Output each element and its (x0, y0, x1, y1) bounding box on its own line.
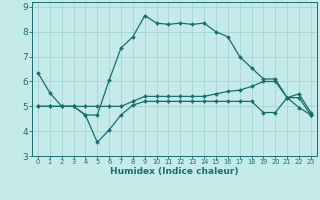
X-axis label: Humidex (Indice chaleur): Humidex (Indice chaleur) (110, 167, 239, 176)
